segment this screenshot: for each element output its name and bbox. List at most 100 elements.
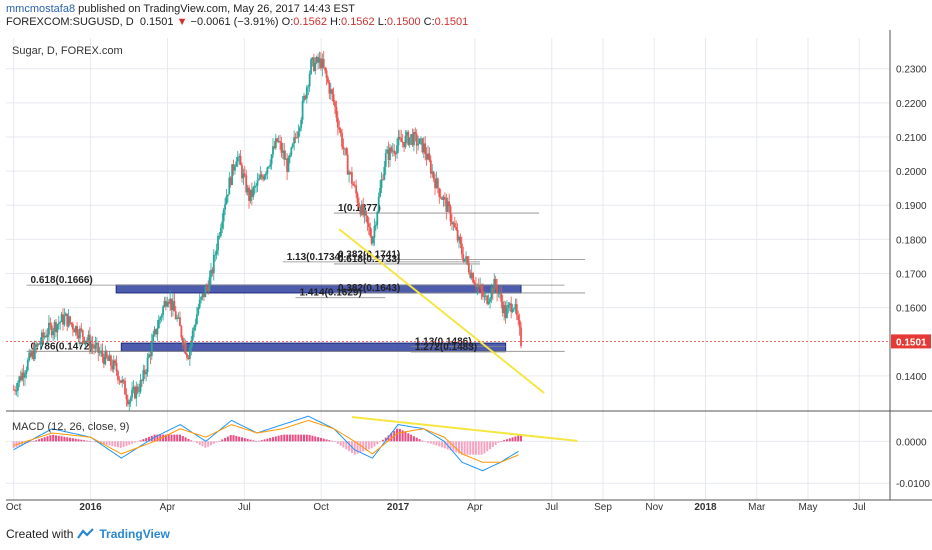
candle-body — [159, 317, 162, 320]
macd-histogram-bar — [497, 441, 500, 443]
macd-histogram-bar — [455, 441, 458, 453]
candle-body — [414, 132, 417, 135]
time-tick-label: May — [799, 502, 818, 513]
candle-body — [200, 297, 203, 300]
macd-histogram-bar — [63, 436, 66, 442]
candle-body — [477, 284, 480, 287]
candle-body — [379, 188, 381, 197]
candle-body — [253, 185, 256, 188]
high-label: H: — [330, 16, 342, 28]
macd-histogram-bar — [469, 441, 472, 455]
brand-name[interactable]: TradingView — [99, 527, 170, 541]
candle-body — [60, 314, 63, 322]
macd-histogram-bar — [116, 441, 119, 448]
candle-body — [138, 391, 141, 393]
chart-area[interactable]: 1(0.1877) 0.382(0.1741) 1.13(0.1734) 0.618(… — [6, 30, 932, 522]
macd-histogram-bar — [266, 438, 269, 442]
macd-histogram-bar — [277, 435, 280, 442]
fib-level-label: 1.414(0.1629) — [300, 288, 362, 299]
candle-body — [184, 342, 187, 355]
macd-histogram-bar — [367, 441, 370, 450]
macd-histogram-bar — [300, 434, 303, 442]
macd-histogram-bar — [170, 434, 173, 442]
candle-body — [269, 164, 272, 167]
candle-body — [453, 223, 456, 228]
candle-body — [122, 379, 125, 381]
candle-body — [131, 389, 133, 398]
candle-body — [15, 390, 18, 392]
candle-body — [370, 235, 373, 244]
candle-body — [49, 322, 52, 326]
candle-body — [214, 254, 217, 256]
candle-body — [369, 227, 372, 236]
candle-body — [513, 308, 515, 310]
macd-histogram-bar — [379, 441, 382, 443]
candle-body — [84, 340, 87, 343]
candle-body — [90, 344, 93, 349]
candle-body — [304, 95, 307, 99]
macd-histogram-bar — [319, 437, 322, 442]
time-tick-label: Jul — [545, 502, 558, 513]
candle-body — [298, 127, 301, 132]
macd-histogram-bar — [398, 428, 401, 442]
candle-body — [50, 325, 53, 336]
candle-body — [198, 299, 201, 308]
macd-histogram-bar — [85, 440, 88, 442]
price-tick-label: 0.1400 — [896, 372, 927, 383]
candle-body — [469, 272, 472, 278]
time-tick-label: Apr — [160, 502, 176, 513]
macd-histogram-bar — [362, 441, 365, 452]
macd-histogram-bar — [280, 434, 283, 442]
macd-histogram-bar — [111, 441, 114, 447]
candle-body — [518, 319, 521, 328]
macd-histogram-bar — [511, 437, 514, 442]
candle-body — [26, 360, 29, 371]
candle-body — [87, 334, 90, 341]
candle-body — [226, 194, 229, 197]
macd-histogram-bar — [229, 435, 232, 442]
macd-histogram-bar — [263, 439, 266, 442]
candle-body — [351, 172, 353, 184]
candle-body — [121, 379, 124, 383]
low-label: L: — [377, 16, 387, 28]
candle-body — [126, 399, 129, 405]
candle-body — [188, 347, 191, 359]
price-change: −0.0061 (−3.91%) — [190, 16, 279, 28]
candle-body — [349, 172, 352, 173]
candle-body — [356, 193, 359, 203]
candle-body — [293, 137, 296, 144]
candle-body — [373, 226, 376, 238]
candle-body — [384, 153, 387, 167]
candle-body — [465, 256, 467, 259]
candle-body — [236, 157, 239, 162]
candle-body — [284, 158, 287, 160]
candle-body — [420, 138, 422, 140]
macd-histogram-bar — [133, 441, 136, 443]
price-tick-label: 0.2000 — [896, 167, 927, 178]
candle-body — [455, 227, 458, 230]
price-chart-svg[interactable]: 1(0.1877)0.382(0.1741)1.13(0.1734)0.618(… — [6, 30, 932, 522]
candle-body — [263, 175, 266, 180]
candle-body — [76, 326, 79, 336]
candle-body — [389, 147, 391, 161]
candle-body — [71, 324, 74, 330]
candle-body — [219, 228, 222, 236]
macd-histogram-bar — [52, 434, 55, 442]
candle-body — [163, 300, 166, 307]
candle-body — [32, 350, 35, 360]
candle-body — [45, 335, 48, 337]
macd-histogram-bar — [381, 439, 384, 442]
candle-body — [93, 346, 95, 349]
candle-body — [487, 301, 490, 304]
macd-histogram-bar — [69, 437, 72, 442]
candle-body — [303, 95, 305, 101]
candle-body — [249, 189, 252, 201]
author-name[interactable]: mmcmostafa8 — [6, 3, 76, 15]
candle-body — [393, 150, 396, 154]
candle-body — [431, 171, 434, 174]
candle-body — [170, 298, 173, 310]
candle-body — [358, 202, 360, 207]
candle-body — [301, 100, 304, 120]
candle-body — [452, 223, 455, 225]
fib-level-label: 1(0.1877) — [338, 203, 381, 214]
